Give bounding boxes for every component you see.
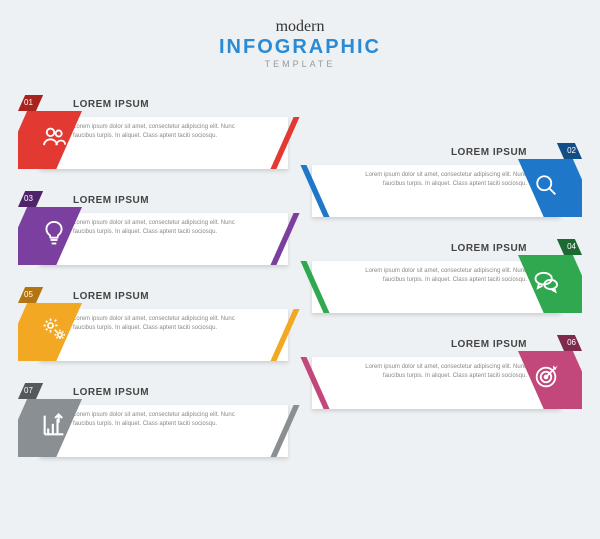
item-title: LOREM IPSUM [73, 99, 149, 110]
item-body: Lorem ipsum dolor sit amet, consectetur … [347, 363, 527, 381]
item-title: LOREM IPSUM [73, 387, 149, 398]
infographic-item-05: 05 LOREM IPSUM Lorem ipsum dolor sit amet,… [18, 287, 288, 361]
bulb-icon [40, 219, 68, 247]
header: modern INFOGRAPHIC TEMPLATE [0, 0, 600, 79]
chart-icon [40, 411, 68, 439]
item-number: 03 [24, 194, 33, 203]
infographic-item-03: 03 LOREM IPSUM Lorem ipsum dolor sit amet,… [18, 191, 288, 265]
item-number: 04 [567, 242, 576, 251]
header-script: modern [0, 18, 600, 36]
infographic-canvas: 01 LOREM IPSUM Lorem ipsum dolor sit amet,… [0, 85, 600, 525]
header-sub: TEMPLATE [0, 59, 600, 69]
item-body: Lorem ipsum dolor sit amet, consectetur … [73, 219, 253, 237]
users-icon [40, 123, 68, 151]
item-number: 02 [567, 146, 576, 155]
chat-icon [532, 267, 560, 295]
search-icon [532, 171, 560, 199]
item-number: 06 [567, 338, 576, 347]
item-body: Lorem ipsum dolor sit amet, consectetur … [347, 171, 527, 189]
item-title: LOREM IPSUM [451, 339, 527, 350]
item-body: Lorem ipsum dolor sit amet, consectetur … [73, 315, 253, 333]
target-icon [532, 363, 560, 391]
infographic-item-07: 07 LOREM IPSUM Lorem ipsum dolor sit amet,… [18, 383, 288, 457]
item-title: LOREM IPSUM [451, 243, 527, 254]
item-title: LOREM IPSUM [73, 291, 149, 302]
infographic-item-02: 02 LOREM IPSUM Lorem ipsum dolor sit amet,… [312, 143, 582, 217]
item-body: Lorem ipsum dolor sit amet, consectetur … [347, 267, 527, 285]
item-title: LOREM IPSUM [73, 195, 149, 206]
infographic-item-01: 01 LOREM IPSUM Lorem ipsum dolor sit amet,… [18, 95, 288, 169]
infographic-item-06: 06 LOREM IPSUM Lorem ipsum dolor sit amet,… [312, 335, 582, 409]
item-number: 05 [24, 290, 33, 299]
item-number: 07 [24, 386, 33, 395]
gears-icon [40, 315, 68, 343]
item-number: 01 [24, 98, 33, 107]
item-title: LOREM IPSUM [451, 147, 527, 158]
item-body: Lorem ipsum dolor sit amet, consectetur … [73, 123, 253, 141]
infographic-item-04: 04 LOREM IPSUM Lorem ipsum dolor sit amet,… [312, 239, 582, 313]
header-main: INFOGRAPHIC [0, 36, 600, 59]
item-body: Lorem ipsum dolor sit amet, consectetur … [73, 411, 253, 429]
